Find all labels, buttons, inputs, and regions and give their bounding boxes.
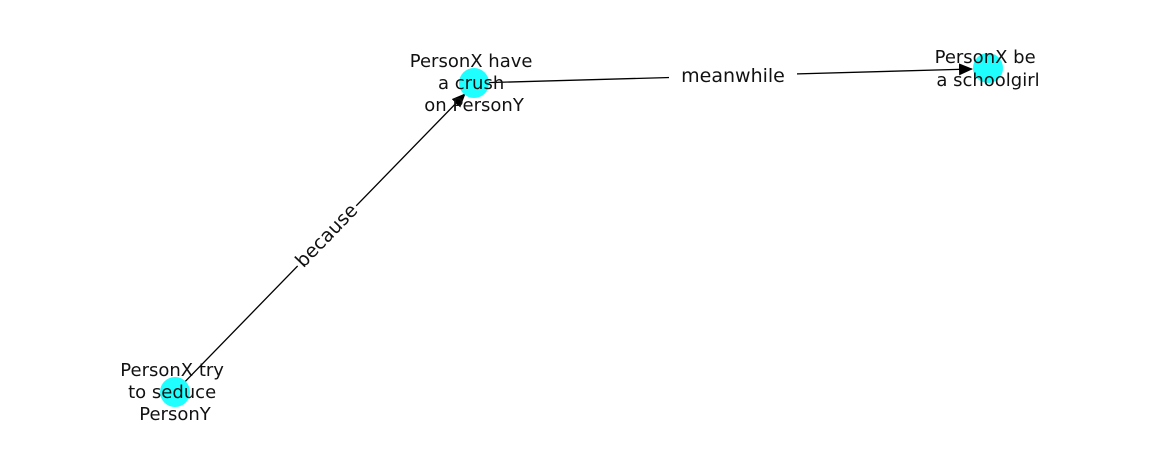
node-seduce-circle xyxy=(160,377,190,407)
node-label-schoolgirl-line: a schoolgirl xyxy=(936,70,1039,91)
node-label-schoolgirl-line: PersonX be xyxy=(935,47,1036,68)
node-label-schoolgirl: PersonX be a schoolgirl xyxy=(935,47,1042,91)
node-label-crush-line: a crush xyxy=(438,73,504,94)
edge-label-because-text: because xyxy=(291,199,362,271)
node-label-seduce: PersonX try to seduce PersonY xyxy=(120,360,229,425)
edge-label-meanwhile: meanwhile xyxy=(669,61,797,89)
node-label-seduce-line: PersonX try xyxy=(120,360,224,381)
node-label-seduce-line: PersonY xyxy=(139,404,211,425)
node-label-crush: PersonX have a crush on PersonY xyxy=(410,51,538,116)
node-label-crush-line: on PersonY xyxy=(424,95,525,116)
edge-label-meanwhile-text: meanwhile xyxy=(681,65,785,87)
node-crush-circle xyxy=(459,68,489,98)
node-schoolgirl-circle xyxy=(973,53,1003,83)
node-label-seduce-line: to seduce xyxy=(128,382,216,403)
edge-label-because: because xyxy=(286,195,366,275)
node-label-crush-line: PersonX have xyxy=(410,51,533,72)
